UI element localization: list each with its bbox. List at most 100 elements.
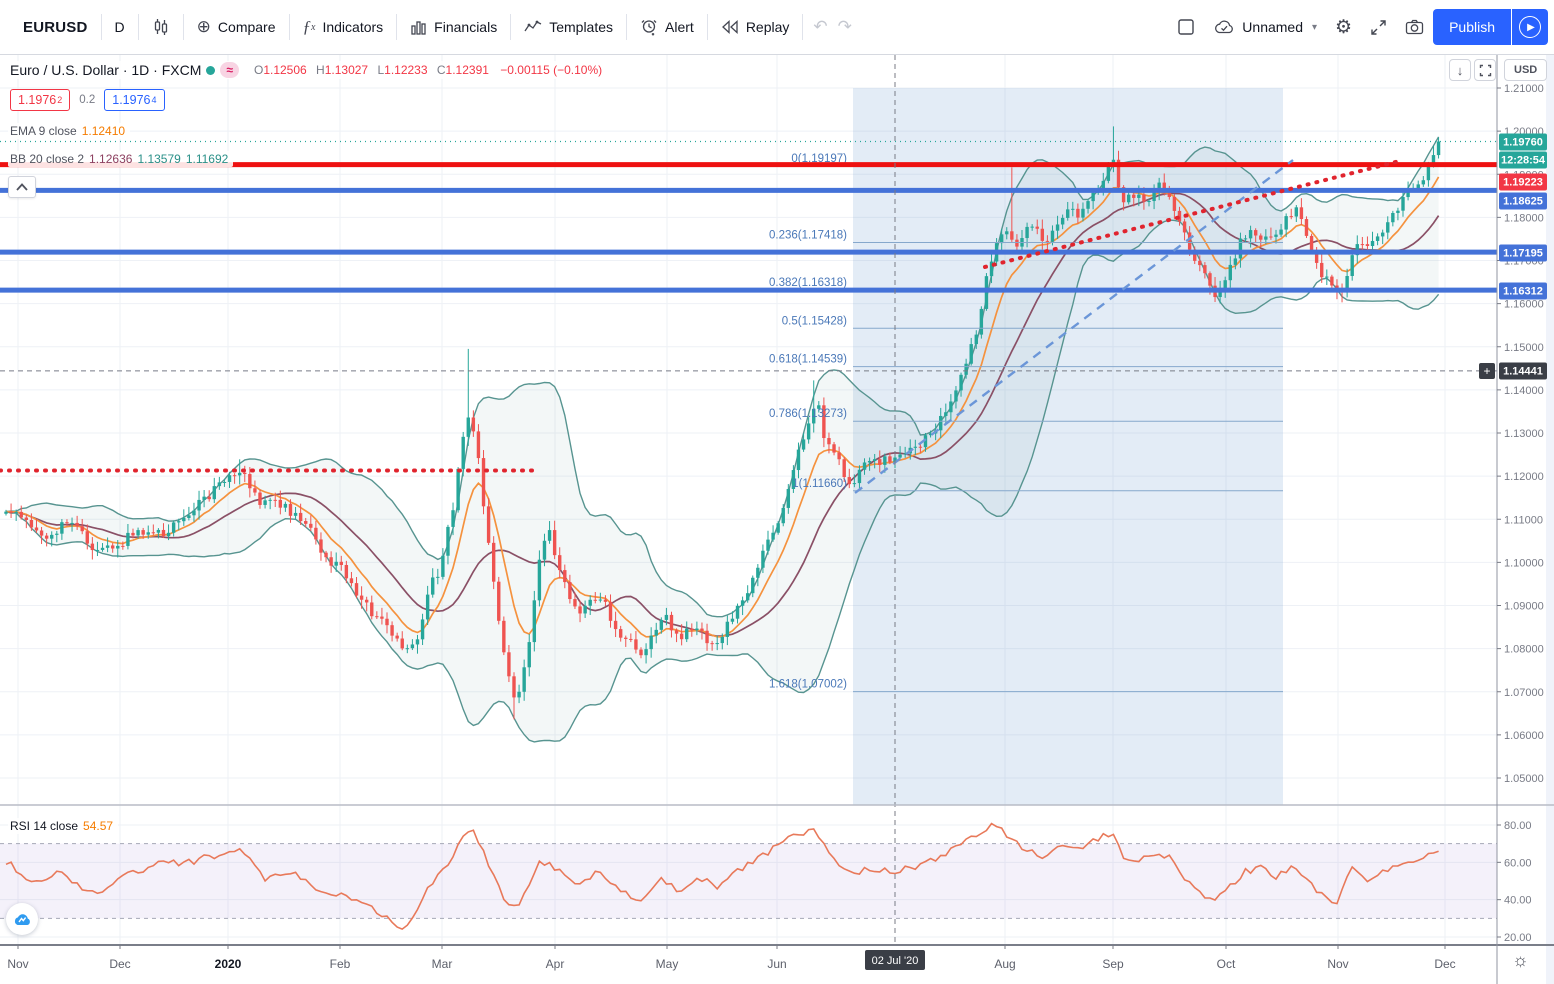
svg-text:1.14000: 1.14000 (1504, 385, 1544, 397)
svg-text:2020: 2020 (215, 957, 242, 971)
layout-name-button[interactable]: Unnamed ▾ (1205, 8, 1326, 46)
scroll-to-recent-button[interactable]: ↓ (1449, 59, 1471, 81)
svg-text:1.06000: 1.06000 (1504, 730, 1544, 742)
interval-button[interactable]: D (102, 8, 138, 46)
fib-level-label[interactable]: 0.236(1.17418) (769, 229, 847, 241)
rsi-line (5, 822, 1439, 931)
fib-level-label[interactable]: 0.618(1.14539) (769, 354, 847, 366)
screenshot-button[interactable] (1396, 8, 1433, 46)
bb-basis-value: 1.12636 (89, 152, 133, 166)
trend-line-drawing[interactable] (854, 159, 1294, 494)
toolbar-separator (706, 14, 708, 40)
change-value: −0.00115 (−0.10%) (500, 63, 603, 77)
chart-style-button[interactable] (139, 8, 183, 46)
ema-legend[interactable]: EMA 9 close 1.12410 (8, 123, 131, 139)
toolbar-separator (802, 14, 804, 40)
financials-button[interactable]: Financials (397, 8, 510, 46)
rsi-legend[interactable]: RSI 14 close 54.57 (8, 818, 119, 834)
toolbar-separator (396, 14, 398, 40)
fib-level-label[interactable]: 0.786(1.13273) (769, 408, 847, 420)
trend-line-drawing[interactable] (983, 158, 1402, 269)
candlestick-series (4, 126, 1441, 720)
chart-settings-button[interactable]: ⚙ (1326, 8, 1361, 46)
toolbar-separator (288, 14, 290, 40)
price-badge (1499, 362, 1547, 380)
redo-icon[interactable]: ↷ (837, 17, 852, 36)
fib-level-label[interactable]: 0(1.19197) (791, 153, 847, 165)
alert-button[interactable]: Alert (627, 8, 707, 46)
fib-level-label[interactable]: 0.382(1.16318) (769, 277, 847, 289)
close-value: 1.12391 (445, 63, 489, 77)
sun-icon: ☼ (1512, 950, 1529, 970)
svg-text:1.14441: 1.14441 (1503, 366, 1543, 378)
open-label: O (253, 63, 264, 77)
fib-level-label[interactable]: 1.618(1.07002) (769, 679, 847, 691)
svg-text:1.18625: 1.18625 (1503, 196, 1543, 208)
svg-text:40.00: 40.00 (1504, 895, 1532, 907)
ask-price[interactable]: 1.1976 4 (104, 89, 165, 111)
svg-text:Nov: Nov (7, 957, 28, 971)
broker-logo[interactable] (6, 903, 38, 935)
delayed-data-icon: ≈ (220, 62, 239, 78)
svg-text:1.16312: 1.16312 (1503, 286, 1543, 298)
arrow-down-icon: ↓ (1456, 62, 1464, 78)
bb-upper-line (5, 136, 1440, 618)
currency-button[interactable]: USD (1504, 59, 1548, 81)
fib-level-label[interactable]: 1(1.11660) (792, 478, 847, 490)
bid-price[interactable]: 1.1976 2 (10, 89, 71, 111)
svg-text:Feb: Feb (330, 957, 351, 971)
layout-select-button[interactable] (1167, 8, 1205, 46)
time-axis[interactable]: Nov Dec 2020 Feb Mar Apr May Jun Aug Sep Oct Nov Dec… (7, 945, 1456, 971)
cloud-check-icon (1214, 19, 1235, 35)
alarm-clock-icon (640, 18, 658, 36)
svg-text:1.09000: 1.09000 (1504, 601, 1544, 613)
reset-scale-button[interactable] (1474, 59, 1496, 81)
theme-toggle-button[interactable]: ☼ (1512, 950, 1529, 971)
toolbar-right-group: Unnamed ▾ ⚙ Pub (1167, 0, 1548, 54)
market-status-dot-icon (206, 65, 216, 75)
symbol-button[interactable]: EURUSD (10, 8, 101, 46)
svg-text:1.11000: 1.11000 (1504, 514, 1543, 526)
price-badge (1499, 173, 1547, 191)
svg-text:Jun: Jun (767, 957, 786, 971)
svg-text:Nov: Nov (1327, 957, 1348, 971)
chart-legend[interactable]: Euro / U.S. Dollar · 1D · FXCM ≈ O1.1250… (8, 61, 608, 79)
rsi-label: RSI 14 close (10, 819, 79, 833)
alert-label: Alert (665, 19, 694, 35)
chart-canvas[interactable]: 0(1.19197) 0.236(1.17418) 0.382(1.16318) 0.… (0, 55, 1554, 984)
svg-text:Sep: Sep (1102, 957, 1124, 971)
collapse-pane-button[interactable] (8, 176, 36, 198)
publish-button[interactable]: Publish (1433, 9, 1511, 45)
bid-ask-row: 1.1976 2 0.2 1.1976 4 (8, 88, 170, 112)
ema-label: EMA 9 close (10, 124, 77, 138)
fullscreen-button[interactable] (1361, 8, 1396, 46)
fib-level-label[interactable]: 0.5(1.15428) (782, 315, 847, 327)
svg-text:1.10000: 1.10000 (1504, 557, 1544, 569)
undo-icon[interactable]: ↶ (813, 17, 828, 36)
price-badge (1499, 244, 1547, 262)
high-value: 1.13027 (324, 63, 369, 77)
price-badge (1499, 151, 1547, 169)
add-alert-plus-button[interactable] (1479, 363, 1495, 379)
price-axis[interactable]: 1.210001.200001.190001.180001.170001.160… (1497, 83, 1544, 944)
toolbar-separator (182, 14, 184, 40)
spread-value: 0.2 (79, 94, 96, 106)
low-label: L (377, 63, 385, 77)
templates-label: Templates (549, 19, 614, 35)
bb-upper-value: 1.13579 (137, 152, 181, 166)
publish-menu-button[interactable]: ▶ (1512, 9, 1548, 45)
svg-text:Dec: Dec (1434, 957, 1455, 971)
fullscreen-icon (1370, 19, 1387, 36)
layout-name-label: Unnamed (1242, 19, 1303, 35)
bb-legend[interactable]: BB 20 close 2 1.12636 1.13579 1.11692 (8, 151, 234, 167)
chevron-up-icon (16, 183, 28, 191)
compare-button[interactable]: ⊕ Compare (184, 8, 289, 46)
frame-icon (1479, 64, 1491, 76)
templates-button[interactable]: Templates (511, 8, 626, 46)
replay-button[interactable]: Replay (708, 8, 803, 46)
price-badge (1499, 282, 1547, 300)
